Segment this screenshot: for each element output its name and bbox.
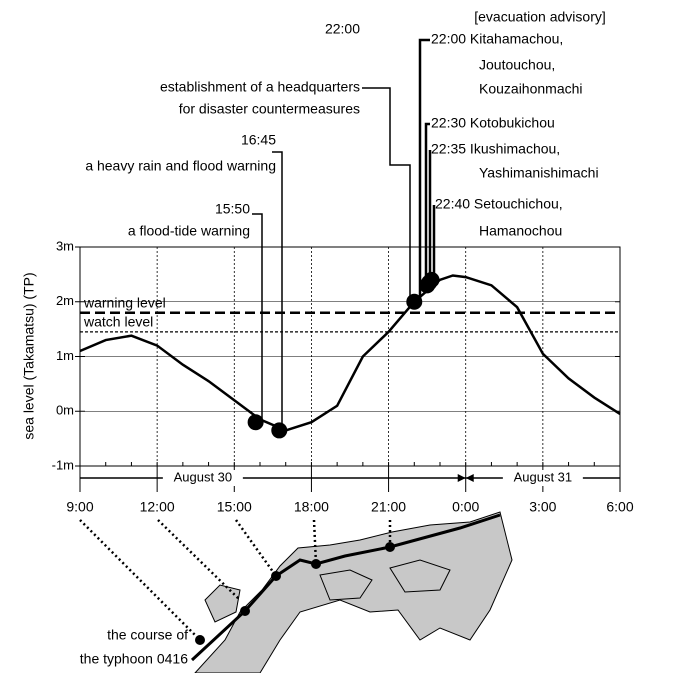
y-tick-label: 2m <box>56 293 74 308</box>
map <box>79 511 513 673</box>
leader-line <box>418 38 430 302</box>
annotation-text: Joutouchou, <box>479 57 555 73</box>
track-dot <box>311 559 321 569</box>
advisory-title: [evacuation advisory] <box>474 9 606 25</box>
track-dots <box>195 542 395 645</box>
x-tick-label: 21:00 <box>371 499 406 515</box>
annotation-text: a flood-tide warning <box>128 223 250 239</box>
reference-label: watch level <box>83 314 153 330</box>
time-links <box>79 519 392 641</box>
leader-line <box>272 151 283 431</box>
island <box>389 559 451 593</box>
sea-level-line <box>79 274 621 432</box>
reference-label: warning level <box>83 294 166 310</box>
annotation-text: Yashimanishimachi <box>479 165 599 181</box>
leader-line <box>252 213 263 423</box>
annotation-text: Hamanochou <box>479 223 562 239</box>
x-tick-label: 12:00 <box>140 499 175 515</box>
event-marker <box>406 293 423 310</box>
date-label-bg <box>162 470 243 486</box>
annotation-text: establishment of a headquarters <box>160 79 360 95</box>
x-tick-label: 3:00 <box>529 499 556 515</box>
x-tick-label: 18:00 <box>294 499 329 515</box>
y-tick-label: 0m <box>56 403 74 418</box>
time-link <box>79 519 201 641</box>
annotation-text: 22:40 Setouchichou, <box>435 196 563 212</box>
y-tick-label: 3m <box>56 238 74 253</box>
annotation-text: 22:30 Kotobukichou <box>431 115 555 131</box>
leader-line <box>362 87 411 302</box>
y-tick-label: -1m <box>52 457 74 472</box>
y-tick-label: 1m <box>56 348 74 363</box>
island <box>319 569 373 601</box>
x-tick-label: 0:00 <box>452 499 479 515</box>
time-link <box>157 519 241 601</box>
island <box>204 584 241 623</box>
x-tick-label: 9:00 <box>66 499 93 515</box>
track-dot <box>240 606 250 616</box>
annotation-text: for disaster countermeasures <box>179 101 360 117</box>
time-link <box>312 519 318 565</box>
annotation-text: a heavy rain and flood warning <box>85 158 276 174</box>
event-marker <box>247 414 264 431</box>
date-label-bg <box>502 470 583 486</box>
arrow <box>457 474 466 482</box>
annotation-text: Kouzaihonmachi <box>479 81 583 97</box>
y-axis-label: sea level (Takamatsu) (TP) <box>21 272 37 439</box>
date-label: August 31 <box>514 469 573 484</box>
annotation-text: 22:00 Kitahamachou, <box>431 31 563 47</box>
map-label: the typhoon 0416 <box>80 651 188 667</box>
event-marker <box>271 422 288 439</box>
annotation-text: 16:45 <box>241 132 276 148</box>
x-tick-label: 15:00 <box>217 499 252 515</box>
x-tick-label: 6:00 <box>606 499 633 515</box>
time-link <box>234 519 278 577</box>
arrow <box>465 474 474 482</box>
event-marker <box>423 271 440 288</box>
leader-line <box>424 122 430 286</box>
map-label: the course of <box>107 627 188 643</box>
annotation-text: 22:35 Ikushimachou, <box>431 141 560 157</box>
annotation-text: 15:50 <box>215 201 250 217</box>
annotation-text: 22:00 <box>325 21 360 37</box>
date-label: August 30 <box>174 469 233 484</box>
